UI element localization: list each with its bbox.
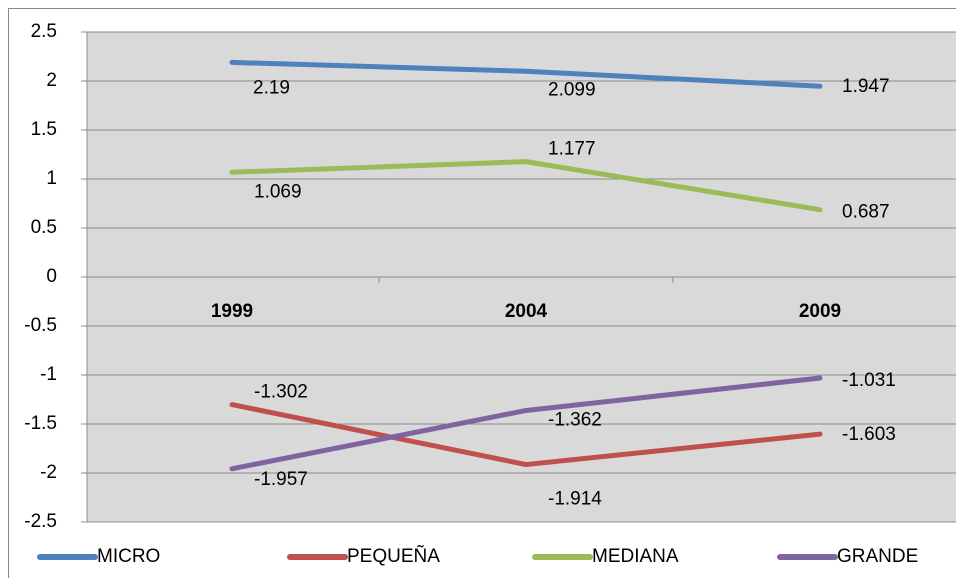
line [229, 159, 823, 213]
y-tick-label: -1 [40, 364, 57, 385]
y-tick-label: -0.5 [24, 315, 57, 336]
legend-label: MEDIANA [592, 546, 679, 567]
y-tick-label: -2.5 [24, 511, 57, 532]
data-label: 2.19 [253, 77, 290, 98]
y-tick-label: 2 [46, 70, 57, 91]
legend-label: PEQUEÑA [347, 545, 440, 567]
data-label: 0.687 [842, 202, 890, 223]
y-tick-label: 1.5 [31, 119, 57, 140]
line [229, 59, 823, 89]
data-label: -1.957 [254, 469, 308, 490]
data-label: 1.069 [254, 181, 302, 202]
data-label: -1.302 [254, 382, 308, 403]
y-tick-label: 0.5 [31, 217, 57, 238]
data-label: -1.031 [842, 370, 896, 391]
y-tick-label: 1 [46, 168, 57, 189]
x-tick-label: 2009 [799, 301, 841, 322]
y-tick-label: 2.5 [31, 21, 57, 42]
y-tick-label: -2 [40, 462, 57, 483]
y-tick-label: -1.5 [24, 413, 57, 434]
data-label: -1.603 [842, 424, 896, 445]
data-label: 2.099 [548, 79, 596, 100]
line [229, 402, 823, 468]
legend-label: MICRO [97, 546, 160, 567]
data-label: 1.947 [842, 76, 890, 97]
y-tick-label: 0 [46, 266, 57, 287]
x-tick-label: 2004 [505, 301, 548, 322]
line [229, 375, 823, 472]
data-label: 1.177 [548, 139, 596, 160]
legend-label: GRANDE [837, 546, 918, 567]
data-label: -1.914 [548, 489, 602, 510]
chart-border [8, 8, 956, 578]
data-label: -1.362 [548, 409, 602, 430]
x-tick-label: 1999 [211, 301, 253, 322]
